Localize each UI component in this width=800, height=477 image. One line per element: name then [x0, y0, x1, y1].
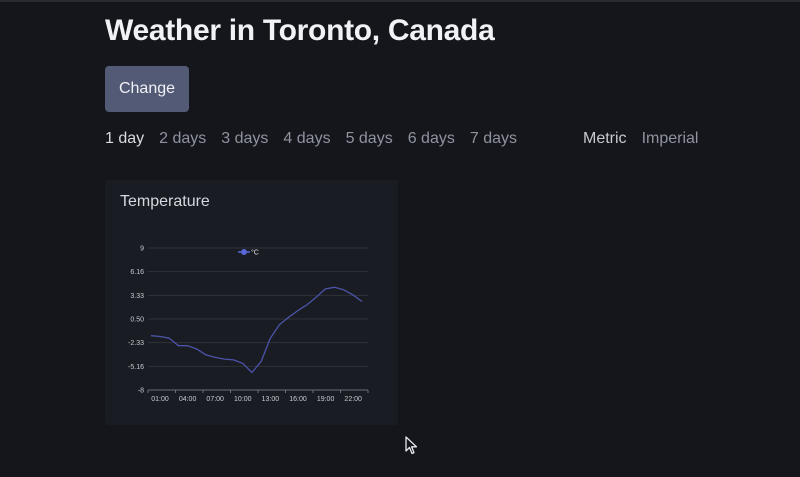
y-axis-label: 9 [140, 246, 144, 253]
x-axis-label: 04:00 [179, 396, 197, 403]
day-tab-2[interactable]: 2 days [159, 130, 207, 147]
x-axis-label: 16:00 [289, 396, 307, 403]
x-axis-label: 19:00 [317, 396, 335, 403]
legend-dot-icon [241, 249, 247, 255]
top-border [0, 0, 800, 2]
day-range-tabs: 1 day 2 days 3 days 4 days 5 days 6 days 7 day… [105, 130, 532, 148]
y-axis-label: 6.16 [130, 269, 144, 276]
day-tab-3[interactable]: 3 days [221, 130, 269, 147]
day-tab-6[interactable]: 6 days [407, 130, 455, 147]
x-axis-label: 01:00 [151, 396, 169, 403]
x-axis-label: 10:00 [234, 396, 252, 403]
temperature-chart: 9 6.16 3.33 0.50 -2.33 -5.16 -8 01:00 04:00 07:00… [128, 246, 369, 403]
card-title: Temperature [120, 193, 210, 210]
y-axis-label: 3.33 [130, 293, 144, 300]
x-axis-label: 13:00 [262, 396, 280, 403]
temperature-card: Temperature 9 6.16 3.33 0.50 -2.33 -5.16 -8 01:… [105, 180, 398, 425]
x-axis-label: 22:00 [344, 396, 362, 403]
y-axis-label: -2.33 [128, 340, 144, 347]
y-axis-label: -8 [138, 388, 144, 395]
change-location-button[interactable]: Change [105, 66, 189, 112]
unit-tab-imperial[interactable]: Imperial [641, 130, 699, 147]
page-title: Weather in Toronto, Canada [105, 14, 495, 47]
unit-system-tabs: Metric Imperial [583, 130, 713, 148]
legend-label[interactable]: °C [251, 249, 259, 257]
mouse-cursor-icon [405, 436, 418, 455]
day-tab-4[interactable]: 4 days [283, 130, 331, 147]
day-tab-1[interactable]: 1 day [105, 130, 145, 147]
x-axis-label: 07:00 [206, 396, 224, 403]
day-tab-5[interactable]: 5 days [345, 130, 393, 147]
y-axis-label: -5.16 [128, 364, 144, 371]
unit-tab-metric[interactable]: Metric [583, 130, 627, 147]
day-tab-7[interactable]: 7 days [469, 130, 517, 147]
temperature-line [150, 286, 363, 374]
y-axis-label: 0.50 [130, 317, 144, 324]
